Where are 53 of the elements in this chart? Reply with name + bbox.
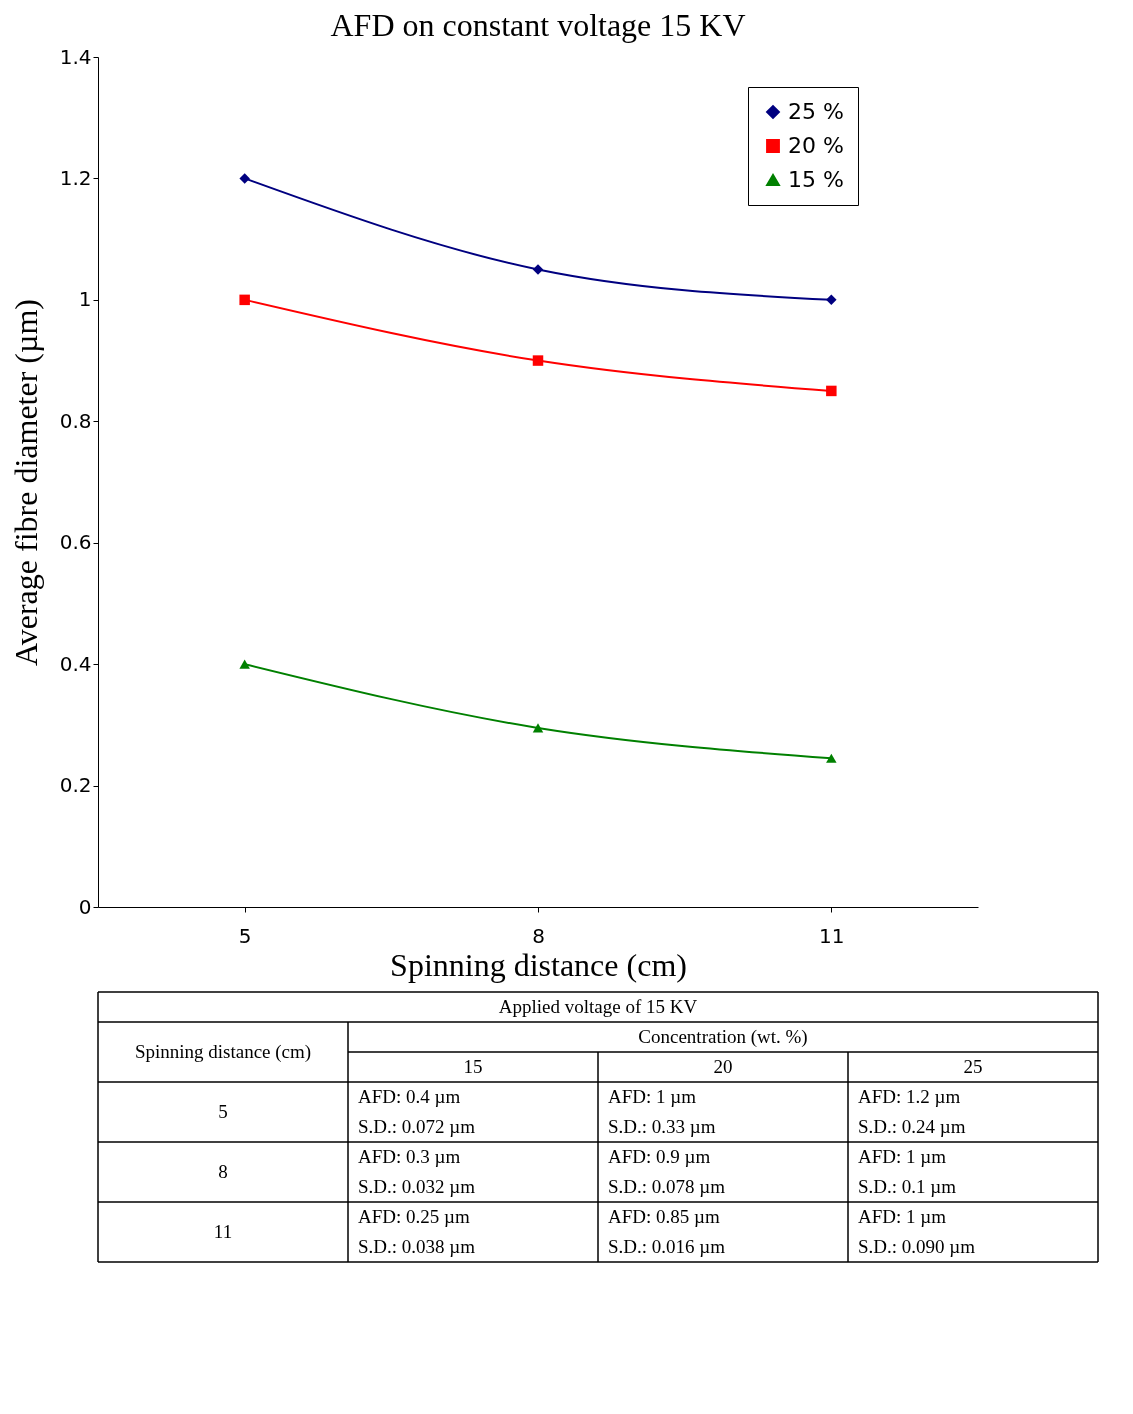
y-tick-label: 1.4 [59, 44, 92, 69]
point [239, 659, 250, 669]
text: S.D.: 0.016 µm [608, 1236, 726, 1257]
point [532, 355, 544, 366]
legend-label: 20 % [788, 133, 844, 158]
text: S.D.: 0.24 µm [858, 1116, 966, 1137]
text: Spinning distance (cm) [134, 1041, 312, 1063]
legend-label: 25 % [788, 99, 844, 124]
text: AFD: 0.9 µm [608, 1146, 711, 1167]
point [826, 753, 837, 763]
x-tick-label: 8 [532, 923, 545, 948]
x-axis-title: Spinning distance (cm) [390, 946, 687, 983]
text: 5 [218, 1101, 228, 1122]
text: AFD: 1 µm [608, 1086, 697, 1107]
point [532, 264, 544, 275]
point [239, 294, 250, 306]
legend-label: 15 % [788, 167, 844, 192]
point [239, 173, 250, 184]
point [532, 723, 544, 733]
text: 20 [713, 1056, 733, 1077]
y-tick-label: 0 [78, 894, 92, 919]
y-tick-label: 1.2 [59, 165, 92, 190]
text: 25 [963, 1056, 983, 1077]
text: S.D.: 0.078 µm [608, 1176, 726, 1197]
y-tick-label: 1 [78, 287, 92, 312]
text: S.D.: 0.038 µm [358, 1236, 476, 1257]
text: S.D.: 0.032 µm [358, 1176, 476, 1197]
y-axis-title: Average fibre diameter (µm) [7, 299, 44, 666]
text: S.D.: 0.090 µm [858, 1236, 976, 1257]
text: Applied voltage of 15 KV [498, 996, 698, 1017]
point [826, 294, 837, 306]
point [826, 385, 837, 397]
x-tick-label: 11 [819, 923, 845, 948]
text: AFD: 1.2 µm [858, 1086, 961, 1107]
text: AFD: 1 µm [858, 1146, 947, 1167]
text: S.D.: 0.072 µm [358, 1116, 476, 1137]
text: AFD: 0.85 µm [608, 1206, 720, 1227]
y-tick-label: 0.4 [59, 651, 92, 676]
x-tick-label: 5 [238, 923, 252, 948]
text: AFD: 0.3 µm [358, 1146, 461, 1167]
text: S.D.: 0.1 µm [858, 1176, 957, 1197]
text: AFD: 0.4 µm [358, 1086, 461, 1107]
y-tick-label: 0.8 [59, 408, 92, 433]
text: Concentration (wt. %) [638, 1026, 808, 1048]
y-tick-label: 0.6 [59, 530, 92, 555]
text: AFD: 0.25 µm [358, 1206, 470, 1227]
text: 11 [213, 1221, 233, 1242]
y-tick-label: 0.2 [59, 773, 92, 798]
chart-title: AFD on constant voltage 15 KV [330, 7, 746, 43]
text: 15 [463, 1056, 483, 1077]
text: S.D.: 0.33 µm [608, 1116, 716, 1137]
text: AFD: 1 µm [858, 1206, 947, 1227]
text: 8 [218, 1161, 228, 1182]
